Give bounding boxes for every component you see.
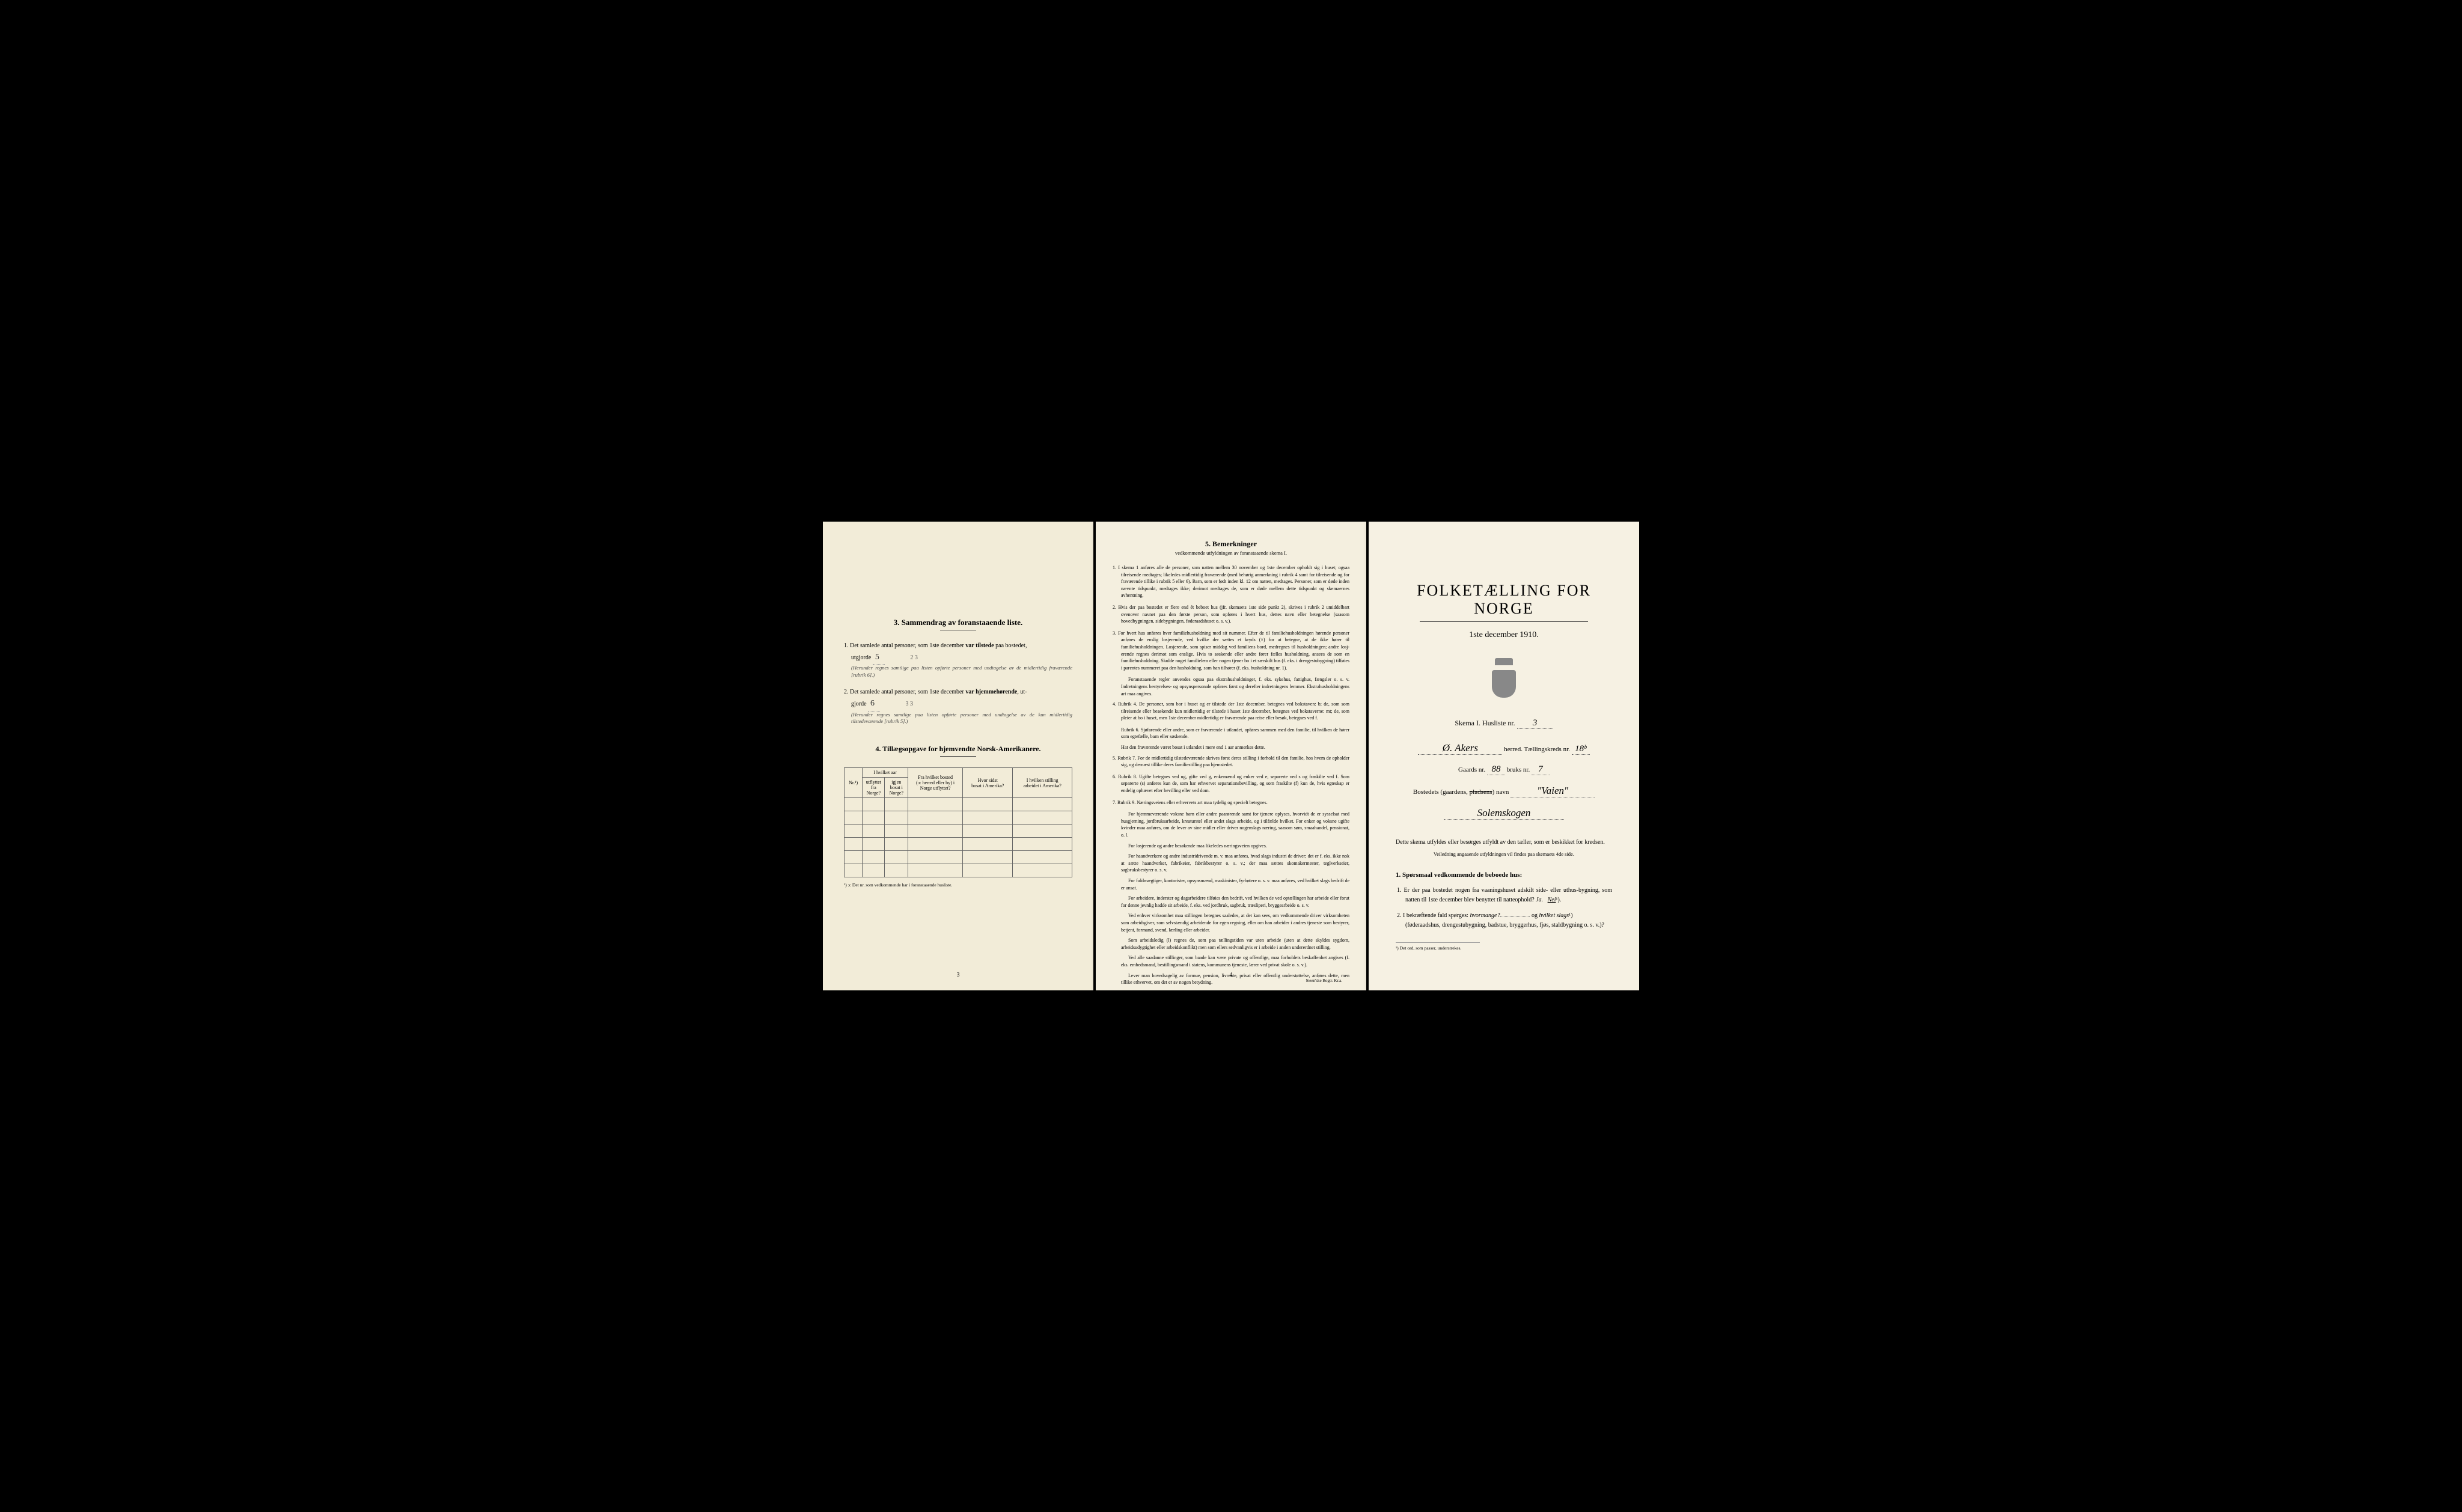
item1-note: (Herunder regnes samtlige paa listen opf… xyxy=(851,665,1072,679)
item2-value: 6 xyxy=(868,697,880,711)
section-5-subtitle: vedkommende utfyldningen av foranstaaend… xyxy=(1113,550,1349,556)
question-1: 1. Er der paa bostedet nogen fra vaaning… xyxy=(1405,886,1612,905)
item2-line2: gjorde xyxy=(851,701,868,707)
table-row xyxy=(845,825,1072,838)
remark-7-p7: Som arbeidsledig (l) regnes de, som paa … xyxy=(1113,937,1349,951)
remark-2: 2. Hvis der paa bostedet er flere end ét… xyxy=(1113,604,1349,625)
bosted-value2: Solemskogen xyxy=(1444,807,1564,820)
remark-7: 7. Rubrik 9. Næringsveiens eller erhverv… xyxy=(1113,799,1349,806)
section-4-title: 4. Tillægsopgave for hjemvendte Norsk-Am… xyxy=(844,745,1072,754)
table-row xyxy=(845,798,1072,811)
question-header: 1. Spørsmaal vedkommende de beboede hus: xyxy=(1396,871,1612,879)
census-date: 1ste december 1910. xyxy=(1390,630,1618,640)
item-1: 1. Det samlede antal personer, som 1ste … xyxy=(844,641,1072,679)
remark-4: 4. Rubrik 4. De personer, som bor i huse… xyxy=(1113,701,1349,722)
question-2: 2. I bekræftende fald spørges: hvormange… xyxy=(1405,911,1612,930)
remark-6: 6. Rubrik 8. Ugifte betegnes ved ug, gif… xyxy=(1113,773,1349,794)
page-number-1: 3 xyxy=(957,972,960,978)
item1-line2: utgjorde xyxy=(851,654,873,661)
item1-prefix: 1. Det samlede antal personer, som 1ste … xyxy=(844,642,965,649)
th-year: I hvilket aar xyxy=(863,768,908,778)
item-2: 2. Det samlede antal personer, som 1ste … xyxy=(844,687,1072,725)
page-2: 5. Bemerkninger vedkommende utfyldningen… xyxy=(1096,522,1366,990)
remark-7-p2: For losj­erende og andre besøkende maa l… xyxy=(1113,843,1349,850)
herred-line: Ø. Akers herred. Tællingskreds nr. 18ᵇ xyxy=(1390,742,1618,755)
remark-7-p8: Ved alle saadanne stillinger, som baade … xyxy=(1113,954,1349,968)
table-row xyxy=(845,811,1072,825)
gaard-line: Gaards nr. 88 bruks nr. 7 xyxy=(1390,764,1618,775)
remark-7-p4: For fuldmægtiger, kontorister, opsynsmæn… xyxy=(1113,877,1349,891)
item2-prefix: 2. Det samlede antal personer, som 1ste … xyxy=(844,689,965,695)
remark-5: 5. Rubrik 7. For de midlertidig tilstede… xyxy=(1113,755,1349,769)
bosted-line: Bostedets (gaardens, pladsens) navn "Vai… xyxy=(1390,785,1618,797)
remark-7-p6: Ved enhver virksomhet maa stillingen bet… xyxy=(1113,912,1349,933)
remark-7-p10: Ved forhenværende næringsdrivende, embed… xyxy=(1113,990,1349,997)
page3-footnote: ¹) Det ord, som passer, understrekes. xyxy=(1396,942,1480,951)
table-footnote: ¹) ɔ: Det nr. som vedkommende har i fora… xyxy=(844,882,1072,888)
title-underline-4 xyxy=(940,756,976,757)
section-5-title: 5. Bemerkninger xyxy=(1113,540,1349,549)
item1-bold: var tilstede xyxy=(965,642,994,649)
americans-table: Nr.¹) I hvilket aar Fra hvilket bosted(ɔ… xyxy=(844,767,1072,877)
instruction: Dette skema utfyldes eller besørges utfy… xyxy=(1396,838,1612,847)
th-where: Hvor sidstbosat i Amerika? xyxy=(963,768,1013,798)
document-container: 3. Sammendrag av foranstaaende liste. 1.… xyxy=(823,522,1639,990)
item2-suffix: , ut- xyxy=(1017,689,1027,695)
coat-of-arms-icon xyxy=(1489,658,1519,694)
remark-7-p3: For haandverkere og andre industridriven… xyxy=(1113,853,1349,874)
remark-7-p1: For hjemmeværende voksne barn eller andr… xyxy=(1113,811,1349,838)
instruction-sub: Veiledning angaaende utfyldningen vil fi… xyxy=(1390,851,1618,857)
remark-3: 3. For hvert hus anføres hver familiehus… xyxy=(1113,630,1349,672)
herred-value: Ø. Akers xyxy=(1418,742,1502,755)
struck-pladsens: pladsens xyxy=(1470,788,1492,796)
page-3: FOLKETÆLLING FOR NORGE 1ste december 191… xyxy=(1369,522,1639,990)
item2-spacer: 3 3 xyxy=(906,701,914,707)
answer-nei: Nei xyxy=(1548,897,1556,903)
gaard-value: 88 xyxy=(1487,764,1505,775)
item2-bold: var hjemmehørende xyxy=(965,689,1017,695)
remark-4-sub2: Har den fraværende været bosat i utlande… xyxy=(1113,744,1349,751)
remark-4-sub1: Rubrik 6. Sjøfarende eller andre, som er… xyxy=(1113,727,1349,740)
th-returned: igjen bosat i Norge? xyxy=(885,778,908,798)
th-position: I hvilken stillingarbeidet i Amerika? xyxy=(1013,768,1072,798)
answer-ja: Ja. xyxy=(1536,897,1543,903)
page-number-2: 4 xyxy=(1230,972,1233,978)
schema-line: Skema I. Husliste nr. 3 xyxy=(1390,718,1618,729)
remark-3-para: Foranstaaende regler anvendes ogsaa paa … xyxy=(1113,676,1349,697)
remark-7-p5: For arbeidere, inderster og dagarbeidere… xyxy=(1113,895,1349,909)
th-emigrated: utflyttet fra Norge? xyxy=(863,778,885,798)
census-title: FOLKETÆLLING FOR NORGE xyxy=(1390,582,1618,618)
section-3-title: 3. Sammendrag av foranstaaende liste. xyxy=(844,618,1072,627)
section-3: 3. Sammendrag av foranstaaende liste. 1.… xyxy=(844,618,1072,725)
page-1: 3. Sammendrag av foranstaaende liste. 1.… xyxy=(823,522,1093,990)
item1-value: 5 xyxy=(873,651,885,665)
remark-1: 1. I skema 1 anføres alle de personer, s… xyxy=(1113,564,1349,599)
table-row xyxy=(845,851,1072,864)
remark-8: 8. Rubrik 14. Sinker og lignende aandssl… xyxy=(1113,1000,1349,1007)
title-rule xyxy=(1420,621,1588,622)
bosted-line2: Solemskogen xyxy=(1390,807,1618,820)
bruk-value: 7 xyxy=(1532,764,1550,775)
th-from: Fra hvilket bosted(ɔ: herred eller by) i… xyxy=(908,768,963,798)
bosted-value: "Vaien" xyxy=(1510,785,1595,797)
kreds-value: 18ᵇ xyxy=(1572,744,1590,755)
item1-spacer: 2 3 xyxy=(910,654,918,661)
item2-note: (Herunder regnes samtlige paa listen opf… xyxy=(851,712,1072,726)
table-row xyxy=(845,838,1072,851)
item1-suffix: paa bostedet, xyxy=(994,642,1027,649)
th-nr: Nr.¹) xyxy=(845,768,863,798)
remark-8-sub: Som blinde regnes de, som ikke har gangs… xyxy=(1113,1012,1349,1019)
table-row xyxy=(845,864,1072,877)
husliste-nr: 3 xyxy=(1517,718,1553,729)
printer-credit: Steen'ske Bogtr. Kr.a. xyxy=(1306,978,1342,983)
